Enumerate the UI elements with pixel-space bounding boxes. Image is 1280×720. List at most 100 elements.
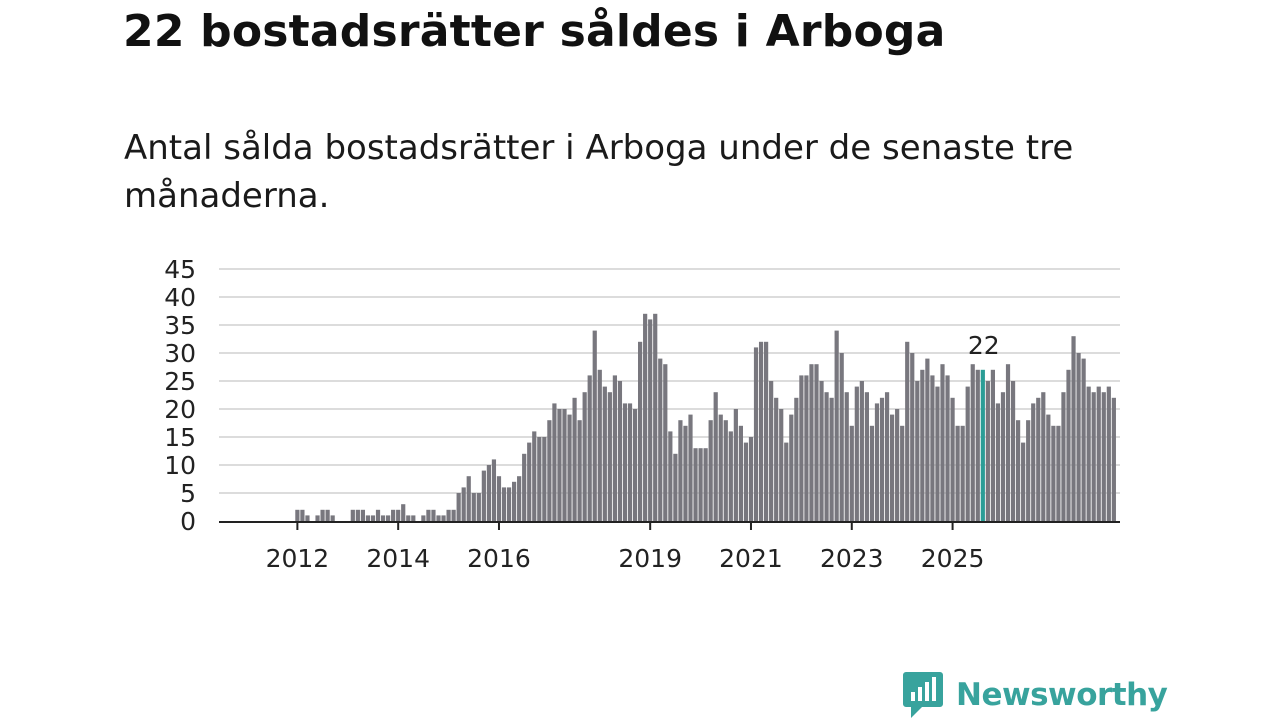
bar: [391, 509, 396, 521]
brand-name: Newsworthy: [956, 677, 1168, 713]
bar: [733, 409, 738, 521]
brand-logo: Newsworthy: [902, 670, 1168, 720]
x-tick-label: 2012: [266, 544, 330, 573]
bar: [779, 409, 784, 521]
bar: [612, 375, 617, 521]
bar: [935, 386, 940, 521]
bars: [295, 313, 1116, 521]
bar: [602, 386, 607, 521]
bar: [713, 392, 718, 521]
bar: [925, 358, 930, 521]
x-tick-label: 2025: [921, 544, 985, 573]
bar: [441, 515, 446, 521]
bar: [970, 364, 975, 521]
bar: [819, 381, 824, 521]
bar: [1096, 386, 1101, 521]
bar: [1021, 442, 1026, 521]
bar: [955, 425, 960, 521]
y-tick-label: 30: [164, 339, 196, 368]
bar: [945, 375, 950, 521]
bar: [864, 392, 869, 521]
y-tick-label: 5: [180, 479, 196, 508]
bar: [975, 369, 980, 521]
bar: [486, 465, 491, 521]
bar: [799, 375, 804, 521]
bar: [1071, 336, 1076, 521]
bar: [990, 369, 995, 521]
bar: [1091, 392, 1096, 521]
bar: [1066, 369, 1071, 521]
bar: [370, 515, 376, 521]
bar: [386, 515, 391, 521]
bar: [1101, 392, 1106, 521]
bar: [325, 509, 330, 521]
bar: [496, 476, 502, 521]
y-tick-label: 0: [180, 507, 196, 536]
bar: [557, 409, 562, 521]
bar: [728, 431, 733, 521]
x-tick-label: 2014: [366, 544, 430, 573]
bar: [758, 341, 764, 521]
bar: [592, 330, 597, 521]
bar: [698, 448, 703, 521]
bar: [431, 509, 436, 521]
bar: [869, 425, 875, 521]
y-tick-label: 40: [164, 283, 196, 312]
bar: [1016, 420, 1021, 521]
bar: [456, 493, 461, 521]
bar: [643, 313, 648, 521]
bar: [648, 319, 653, 521]
bar: [995, 403, 1001, 521]
bar: [653, 313, 658, 521]
bar: [738, 425, 743, 521]
bar: [673, 453, 678, 521]
bar: [582, 392, 587, 521]
bar: [506, 487, 512, 521]
bar: [839, 353, 844, 521]
bar: [905, 341, 910, 521]
bar: [401, 504, 406, 521]
bar: [547, 420, 552, 521]
bar: [1026, 420, 1031, 521]
bar: [320, 509, 325, 521]
bar: [764, 341, 769, 521]
bar: [784, 442, 789, 521]
bar-highlight: [980, 369, 985, 521]
bar: [522, 453, 527, 521]
bar: [900, 425, 905, 521]
y-tick-label: 10: [164, 451, 196, 480]
x-tick-label: 2023: [820, 544, 884, 573]
x-tick-label: 2016: [467, 544, 531, 573]
bar: [375, 509, 381, 521]
bar: [471, 493, 476, 521]
bar: [663, 364, 668, 521]
bar: [829, 397, 834, 521]
bar: [537, 437, 542, 521]
bar: [1081, 358, 1086, 521]
bar: [774, 397, 779, 521]
bar: [1041, 392, 1046, 521]
bar: [622, 403, 628, 521]
bar: [1036, 397, 1041, 521]
bar: [930, 375, 935, 521]
bar: [552, 403, 557, 521]
bar: [562, 409, 567, 521]
bar: [748, 437, 754, 521]
bar: [567, 414, 572, 521]
bar: [632, 409, 638, 521]
chart-subtitle: Antal sålda bostadsrätter i Arboga under…: [124, 128, 1074, 216]
bar: [1076, 353, 1081, 521]
bar: [1106, 386, 1111, 521]
bar: [597, 369, 602, 521]
bar: [436, 515, 441, 521]
bar: [718, 414, 723, 521]
bar: [461, 487, 466, 521]
gridlines: [219, 268, 1120, 494]
bar: [350, 509, 355, 521]
bar: [658, 358, 663, 521]
bar: [879, 397, 885, 521]
bar: [965, 386, 970, 521]
bar: [950, 397, 955, 521]
bar: [315, 515, 320, 521]
